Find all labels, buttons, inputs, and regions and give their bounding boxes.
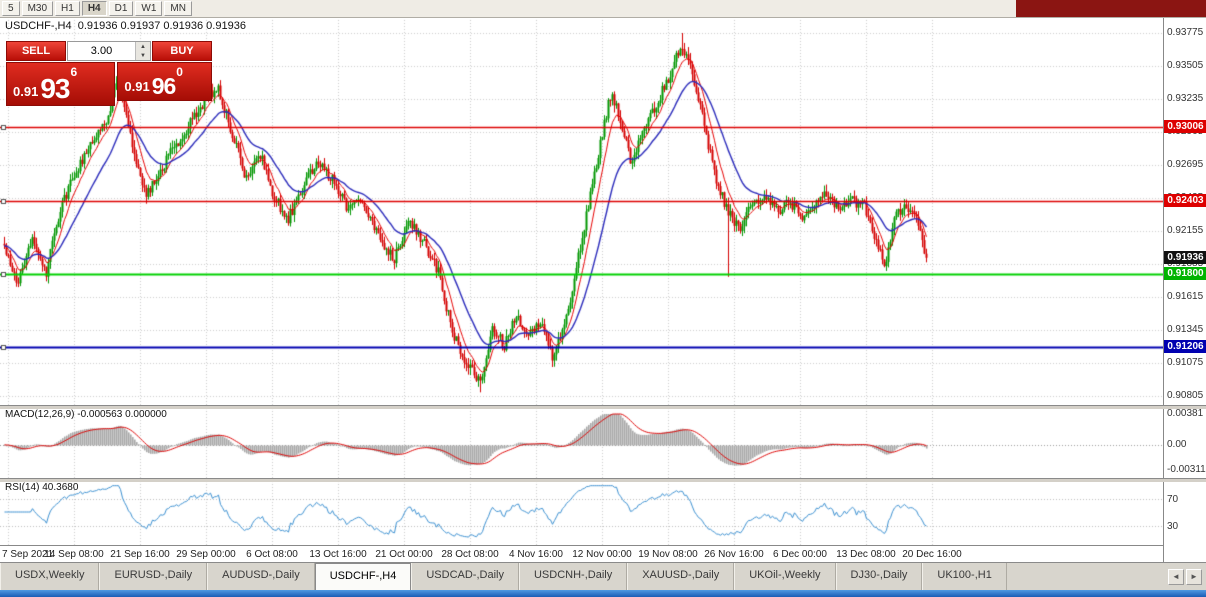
axis-label: 30 [1167, 520, 1179, 532]
bottom-status-strip [0, 589, 1206, 597]
time-axis-label: 19 Nov 08:00 [638, 549, 698, 560]
time-axis-label: 7 Sep 2021 [2, 549, 54, 560]
price-badge: 0.91800 [1164, 267, 1206, 281]
time-axis-label: 13 Oct 16:00 [309, 549, 367, 560]
panel-divider[interactable] [0, 405, 1206, 409]
chart-tabs-bar: USDX,Weekly EURUSD-,Daily AUDUSD-,Daily USD… [0, 562, 1206, 590]
timeframe-button-5[interactable]: 5 [2, 1, 20, 16]
chart-symbol-ohlc: USDCHF-,H4 0.91936 0.91937 0.91936 0.919… [5, 20, 246, 32]
axis-label: 0.93505 [1167, 60, 1204, 71]
timeframe-button-h1[interactable]: H1 [55, 1, 80, 16]
toolbar-red-strip [1016, 0, 1206, 17]
macd-panel: MACD(12,26,9) -0.000563 0.000000 [0, 408, 1163, 478]
volume-down-icon[interactable]: ▼ [136, 51, 150, 60]
chart-tab-usdchf[interactable]: USDCHF-,H4 [314, 563, 412, 590]
time-axis-label: 14 Sep 08:00 [44, 549, 104, 560]
axis-label: 0.92155 [1167, 225, 1204, 236]
sell-button[interactable]: SELL [6, 41, 66, 61]
timeframe-toolbar: 5 M30 H1 H4 D1 W1 MN [0, 0, 1206, 18]
time-axis-label: 26 Nov 16:00 [704, 549, 764, 560]
macd-indicator-label: MACD(12,26,9) -0.000563 0.000000 [5, 409, 167, 420]
chart-tab-usdcad[interactable]: USDCAD-,Daily [411, 563, 519, 590]
axis-label: 0.90805 [1167, 390, 1204, 401]
bid-prefix: 0.91 [13, 84, 39, 99]
price-badge: 0.91206 [1164, 339, 1206, 353]
ask-price-box[interactable]: 0.91 96 0 [117, 62, 212, 101]
tabs-scroll-left-icon[interactable]: ◄ [1168, 568, 1184, 585]
price-axis[interactable]: 0.937750.935050.932350.929650.926950.924… [1163, 17, 1206, 562]
time-axis-label: 12 Nov 00:00 [572, 549, 632, 560]
axis-label: 0.92695 [1167, 159, 1204, 170]
time-axis-label: 28 Oct 08:00 [441, 549, 499, 560]
tabs-scroll-right-icon[interactable]: ► [1186, 568, 1202, 585]
bid-price-box[interactable]: 0.91 93 6 [6, 62, 116, 106]
time-axis-label: 20 Dec 16:00 [902, 549, 962, 560]
chart-tab-eurusd[interactable]: EURUSD-,Daily [99, 563, 208, 590]
tabs-scroll-arrows: ◄ ► [1168, 563, 1206, 590]
time-axis-label: 6 Oct 08:00 [246, 549, 298, 560]
time-axis-label: 29 Sep 00:00 [176, 549, 236, 560]
chart-tab-xauusd[interactable]: XAUUSD-,Daily [627, 563, 735, 590]
price-badge: 0.92403 [1164, 193, 1206, 207]
axis-label: 0.93775 [1167, 27, 1204, 38]
chart-tabs: USDX,Weekly EURUSD-,Daily AUDUSD-,Daily USD… [0, 563, 1007, 590]
timeframe-button-m30[interactable]: M30 [21, 1, 54, 16]
volume-up-icon[interactable]: ▲ [136, 42, 150, 51]
axis-label: 70 [1167, 493, 1179, 505]
axis-label: 0.00381 [1167, 408, 1204, 419]
rsi-indicator-label: RSI(14) 40.3680 [5, 482, 79, 493]
time-axis-label: 6 Dec 00:00 [773, 549, 827, 560]
volume-box: 3.00 ▲ ▼ [67, 41, 151, 61]
timeframe-buttons: 5 M30 H1 H4 D1 W1 MN [0, 0, 192, 17]
axis-label: 0.93235 [1167, 93, 1204, 104]
axis-label: 0.91075 [1167, 357, 1204, 368]
timeframe-button-h4[interactable]: H4 [81, 1, 107, 16]
chart-tab-uk100[interactable]: UK100-,H1 [922, 563, 1007, 590]
ask-pip-digit: 0 [176, 65, 183, 79]
main-chart-panel: USDCHF-,H4 0.91936 0.91937 0.91936 0.919… [0, 17, 1163, 405]
timeframe-button-d1[interactable]: D1 [108, 1, 134, 16]
rsi-canvas[interactable] [0, 481, 1163, 545]
time-axis-label: 13 Dec 08:00 [836, 549, 896, 560]
volume-spinner: ▲ ▼ [135, 42, 150, 60]
volume-input[interactable]: 3.00 [90, 45, 113, 57]
ask-prefix: 0.91 [124, 79, 150, 94]
buy-button[interactable]: BUY [152, 41, 212, 61]
panel-divider[interactable] [0, 478, 1206, 482]
one-click-trading-panel: SELL 3.00 ▲ ▼ BUY 0.91 93 6 0.91 96 0 [6, 41, 212, 106]
chart-tab-dj30[interactable]: DJ30-,Daily [835, 563, 923, 590]
bid-big-digits: 93 [40, 73, 70, 104]
time-axis-label: 4 Nov 16:00 [509, 549, 563, 560]
macd-canvas[interactable] [0, 408, 1163, 478]
chart-tab-usdcnh[interactable]: USDCNH-,Daily [518, 563, 628, 590]
axis-label: 0.91615 [1167, 291, 1204, 302]
price-badge: 0.93006 [1164, 119, 1206, 133]
timeframe-button-mn[interactable]: MN [164, 1, 192, 16]
time-axis-label: 21 Sep 16:00 [110, 549, 170, 560]
chart-tab-ukoil[interactable]: UKOil-,Weekly [734, 563, 836, 590]
axis-label: -0.00311 [1167, 464, 1206, 475]
timeframe-button-w1[interactable]: W1 [135, 1, 163, 16]
axis-label: 0.91345 [1167, 324, 1204, 335]
ask-big-digits: 96 [151, 73, 177, 99]
chart-tab-audusd[interactable]: AUDUSD-,Daily [207, 563, 315, 590]
chart-tab-usdx[interactable]: USDX,Weekly [0, 563, 100, 590]
bid-pip-digit: 6 [70, 65, 78, 79]
axis-label: 0.00 [1167, 438, 1187, 450]
rsi-panel: RSI(14) 40.3680 [0, 481, 1163, 545]
time-axis: 7 Sep 2021 14 Sep 08:00 21 Sep 16:00 29 Sep… [0, 545, 1163, 563]
price-badge: 0.91936 [1164, 250, 1206, 264]
time-axis-label: 21 Oct 00:00 [375, 549, 433, 560]
